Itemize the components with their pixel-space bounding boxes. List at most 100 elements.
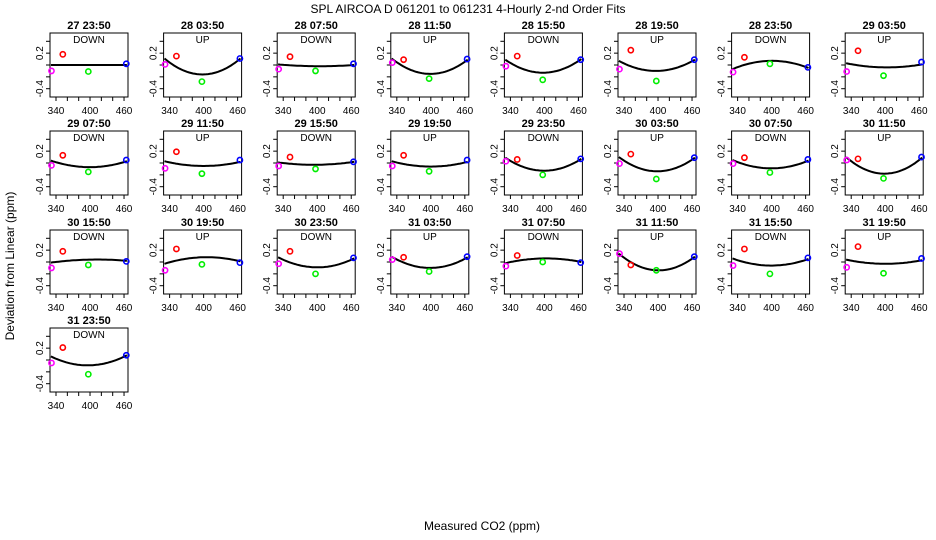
x-tick-label: 460	[229, 204, 246, 215]
panel-title: 29 11:50	[181, 118, 224, 130]
panel-title: 30 11:50	[863, 118, 906, 130]
data-point	[198, 78, 206, 85]
x-tick-label: 340	[729, 106, 746, 117]
data-point	[854, 243, 862, 250]
y-tick-label: -0.4	[262, 178, 273, 196]
data-point	[616, 160, 623, 167]
panel-direction-label: UP	[877, 232, 891, 243]
data-point	[312, 165, 319, 173]
data-point	[286, 53, 294, 61]
x-tick-label: 340	[502, 106, 519, 117]
data-point	[59, 344, 67, 351]
panel: 29 11:50 UP 340 400 460 0.2 -0.4	[149, 118, 247, 215]
data-point	[729, 262, 737, 269]
x-tick-label: 400	[82, 401, 99, 412]
data-point	[463, 156, 471, 164]
data-point	[502, 157, 510, 165]
x-tick-label: 400	[536, 303, 553, 314]
x-tick-label: 400	[82, 204, 99, 215]
data-point	[804, 254, 812, 262]
x-tick-label: 460	[116, 303, 133, 314]
panel-direction-label: DOWN	[73, 232, 105, 243]
y-tick-label: -0.4	[830, 277, 841, 295]
fit-curve	[505, 257, 582, 265]
fit-curve	[845, 156, 923, 175]
data-point	[804, 63, 812, 71]
y-tick-label: 0.2	[717, 243, 728, 257]
x-tick-label: 460	[570, 303, 587, 314]
y-tick-label: 0.2	[35, 243, 46, 257]
data-point	[59, 50, 67, 58]
x-tick-label: 400	[195, 303, 212, 314]
data-point	[161, 164, 169, 172]
y-tick-label: -0.4	[830, 80, 841, 98]
data-point	[59, 247, 67, 255]
y-tick-label: -0.4	[603, 178, 614, 196]
panel: 30 03:50 UP 340 400 460 0.2 -0.4	[603, 118, 701, 215]
panel: 28 19:50 UP 340 400 460 0.2 -0.4	[603, 20, 701, 117]
panel-direction-label: UP	[877, 35, 891, 46]
panel: 28 11:50 UP 340 400 460 0.2 -0.4	[376, 20, 474, 117]
data-point	[173, 245, 180, 253]
data-point	[84, 68, 92, 75]
y-tick-label: 0.2	[830, 46, 841, 60]
x-tick-label: 340	[729, 303, 746, 314]
y-tick-label: 0.2	[35, 341, 46, 355]
x-tick-label: 400	[650, 303, 667, 314]
panel-title: 28 07:50	[294, 20, 337, 32]
panel-title: 31 03:50	[408, 217, 451, 229]
x-tick-label: 340	[843, 106, 860, 117]
panel-title: 30 19:50	[181, 217, 224, 229]
panel-direction-label: DOWN	[73, 133, 105, 144]
x-tick-label: 460	[797, 106, 814, 117]
panel-title: 29 07:50	[67, 118, 110, 130]
x-tick-label: 340	[616, 106, 633, 117]
data-point	[122, 156, 130, 164]
y-tick-label: 0.2	[149, 46, 160, 60]
panel-direction-label: UP	[423, 232, 437, 243]
data-point	[804, 156, 812, 163]
y-tick-label: 0.2	[35, 144, 46, 158]
panel: 28 07:50 DOWN 340 400 460 0.2 -0.4	[262, 20, 360, 117]
y-tick-label: 0.2	[603, 243, 614, 257]
data-point	[161, 266, 169, 274]
y-tick-label: -0.4	[717, 80, 728, 98]
data-point	[577, 56, 585, 64]
data-point	[741, 245, 748, 253]
x-tick-label: 340	[843, 204, 860, 215]
panel-title: 28 19:50	[635, 20, 678, 32]
data-point	[577, 155, 585, 163]
panel-direction-label: DOWN	[300, 133, 332, 144]
data-point	[59, 151, 67, 159]
x-tick-label: 400	[82, 303, 99, 314]
data-point	[539, 171, 547, 179]
x-tick-label: 400	[536, 106, 553, 117]
panel-direction-label: DOWN	[528, 232, 560, 243]
data-point	[161, 61, 169, 68]
y-tick-label: 0.2	[262, 243, 273, 257]
x-tick-label: 400	[650, 204, 667, 215]
x-tick-label: 400	[763, 204, 780, 215]
y-tick-label: -0.4	[717, 277, 728, 295]
y-tick-label: 0.2	[717, 46, 728, 60]
panel-title: 28 03:50	[181, 20, 224, 32]
data-point	[616, 250, 623, 258]
panel-direction-label: UP	[650, 35, 664, 46]
data-point	[312, 67, 319, 75]
data-point	[122, 351, 130, 359]
data-point	[627, 261, 635, 269]
x-tick-label: 460	[570, 106, 587, 117]
x-tick-label: 340	[388, 204, 405, 215]
panel-direction-label: DOWN	[755, 232, 787, 243]
data-point	[513, 156, 521, 163]
x-tick-label: 460	[911, 303, 928, 314]
data-point	[463, 55, 471, 63]
data-point	[84, 261, 92, 269]
x-tick-label: 460	[229, 106, 246, 117]
x-tick-label: 400	[650, 106, 667, 117]
x-tick-label: 400	[536, 204, 553, 215]
x-tick-label: 340	[616, 303, 633, 314]
panel: 31 07:50 DOWN 340 400 460 0.2 -0.4	[489, 217, 587, 314]
x-tick-label: 460	[797, 204, 814, 215]
y-tick-label: -0.4	[35, 178, 46, 196]
